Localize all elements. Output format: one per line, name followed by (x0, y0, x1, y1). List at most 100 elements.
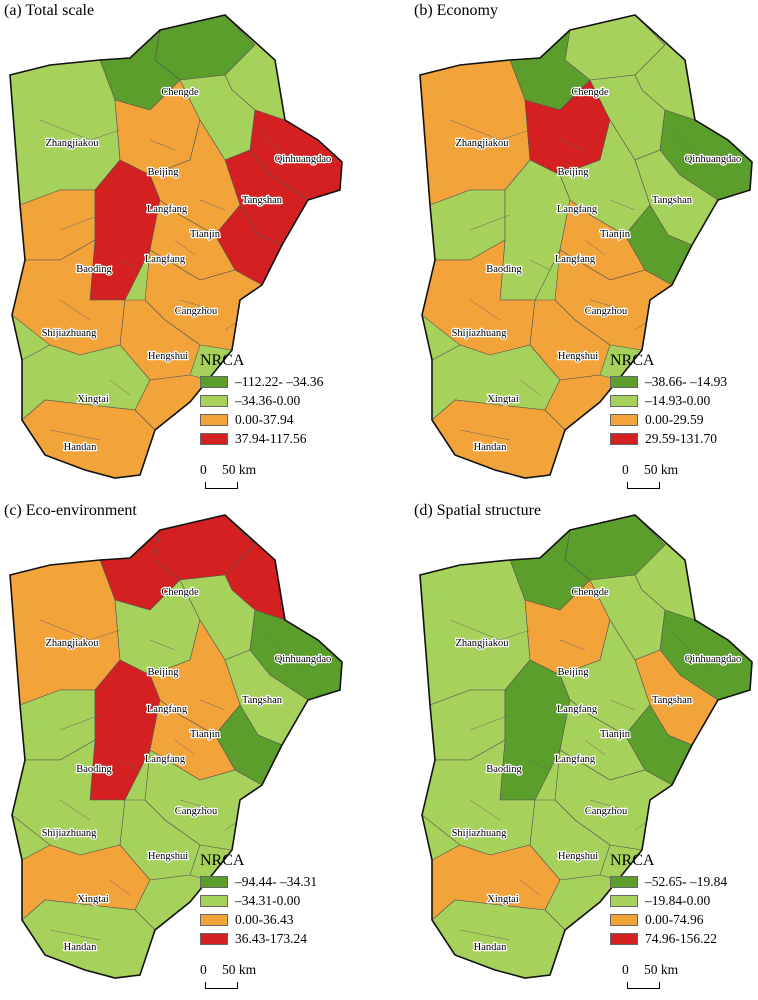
legend-item: 29.59-131.70 (610, 429, 727, 448)
city-label: Zhangjiakou (45, 638, 99, 649)
legend-item: 37.94-117.56 (200, 429, 323, 448)
legend-item: –14.93-0.00 (610, 391, 727, 410)
legend-swatch (200, 432, 228, 445)
county-boundary (259, 129, 301, 171)
county-boundary (39, 619, 121, 641)
legend: NRCA –94.44- –34.31 –34.31-0.00 0.00-36.… (200, 852, 317, 948)
county-boundary (584, 739, 606, 756)
city-label: Langfang (557, 204, 598, 215)
city-label: Beijing (558, 667, 590, 678)
city-label: Hengshui (148, 351, 188, 362)
panel-title: (a) Total scale (4, 2, 95, 19)
legend-label: 0.00-29.59 (645, 411, 704, 427)
county-boundary (109, 879, 131, 896)
legend-swatch (200, 875, 228, 888)
legend-title: NRCA (200, 852, 245, 869)
scale-distance: 50 km (222, 962, 257, 977)
scale-zero: 0 (622, 462, 629, 477)
province-outline (9, 14, 343, 479)
map-svg: Chengde Zhangjiakou Beijing Qinhuangdao Lang… (419, 14, 753, 479)
county-boundary (469, 714, 511, 731)
legend-item: –34.36-0.00 (200, 391, 323, 410)
city-label: Qinhuangdao (275, 154, 332, 165)
county-boundary (49, 429, 101, 441)
legend-swatch (610, 394, 638, 407)
city-label: Baoding (486, 764, 522, 775)
map-panel-b: Chengde Zhangjiakou Beijing Qinhuangdao Lang… (410, 0, 758, 500)
city-label: Qinhuangdao (275, 654, 332, 665)
county-boundary (529, 759, 551, 771)
legend-label: –94.44- –34.31 (235, 873, 318, 889)
city-label: Langfang (557, 704, 598, 715)
county-boundary (119, 759, 141, 771)
region-handan (431, 899, 566, 978)
province-outline (9, 514, 343, 979)
county-boundary (259, 629, 301, 671)
scale-zero: 0 (200, 962, 207, 977)
province-outline (419, 514, 753, 979)
map-svg: Chengde Zhangjiakou Beijing Qinhuangdao Lang… (419, 514, 753, 979)
city-label: Cangzhou (585, 306, 628, 317)
county-boundary (449, 619, 531, 641)
city-label: Tianjin (600, 229, 631, 240)
map-panel-c: Chengde Zhangjiakou Beijing Qinhuangdao Lang… (0, 500, 379, 1000)
legend-swatch (610, 913, 638, 926)
city-label: Langfang (555, 754, 596, 765)
scale-distance: 50 km (222, 462, 257, 477)
scale-bar: 0 50 km (200, 462, 280, 490)
legend-item: –38.66- –14.93 (610, 372, 727, 391)
legend-label: –19.84-0.00 (645, 892, 711, 908)
city-label: Zhangjiakou (45, 138, 99, 149)
scale-bar: 0 50 km (622, 962, 702, 990)
city-label: Tianjin (600, 729, 631, 740)
county-boundary (199, 699, 226, 711)
city-label: Chengde (161, 87, 199, 98)
city-label: Hengshui (558, 351, 598, 362)
county-boundary (449, 119, 531, 141)
city-label: Tianjin (190, 729, 221, 740)
legend-title: NRCA (610, 852, 655, 869)
legend-label: –52.65- –19.84 (645, 873, 728, 889)
city-label: Xingtai (487, 394, 519, 405)
county-boundary (519, 879, 541, 896)
city-label: Langfang (555, 254, 596, 265)
map-svg: Chengde Zhangjiakou Beijing Qinhuangdao Lang… (9, 14, 343, 479)
map-regions (420, 15, 752, 478)
scale-line (205, 482, 238, 489)
county-boundary (39, 119, 121, 141)
city-label: Tangshan (242, 695, 283, 706)
scale-distance: 50 km (644, 962, 679, 977)
city-label: Beijing (148, 167, 180, 178)
region-handan (21, 899, 156, 978)
county-boundary (669, 629, 711, 671)
county-boundary (49, 929, 101, 941)
county-boundary (589, 299, 626, 311)
legend-label: 0.00-37.94 (235, 411, 294, 427)
legend-item: –19.84-0.00 (610, 891, 727, 910)
legend: NRCA –52.65- –19.84 –19.84-0.00 0.00-74.… (610, 852, 727, 948)
county-boundary (519, 379, 541, 396)
map-regions (10, 515, 342, 978)
county-boundary (559, 139, 586, 151)
legend-swatch (200, 894, 228, 907)
city-label: Beijing (148, 667, 180, 678)
legend-item: –52.65- –19.84 (610, 872, 727, 891)
city-label: Langfang (147, 704, 188, 715)
legend: NRCA –112.22- –34.36 –34.36-0.00 0.00-37… (200, 352, 323, 448)
city-label: Xingtai (77, 394, 109, 405)
legend-label: 0.00-36.43 (235, 911, 294, 927)
city-label: Beijing (558, 167, 590, 178)
legend-item: 0.00-36.43 (200, 910, 317, 929)
scale-zero: 0 (200, 462, 207, 477)
county-boundary (174, 739, 196, 756)
city-label: Langfang (147, 204, 188, 215)
city-label: Baoding (76, 764, 112, 775)
county-boundary (149, 139, 176, 151)
legend-swatch (610, 894, 638, 907)
city-label: Hengshui (148, 851, 188, 862)
city-label: Cangzhou (175, 306, 218, 317)
legend-swatch (200, 413, 228, 426)
city-label: Langfang (145, 754, 186, 765)
city-label: Chengde (571, 87, 609, 98)
county-boundary (179, 799, 216, 811)
